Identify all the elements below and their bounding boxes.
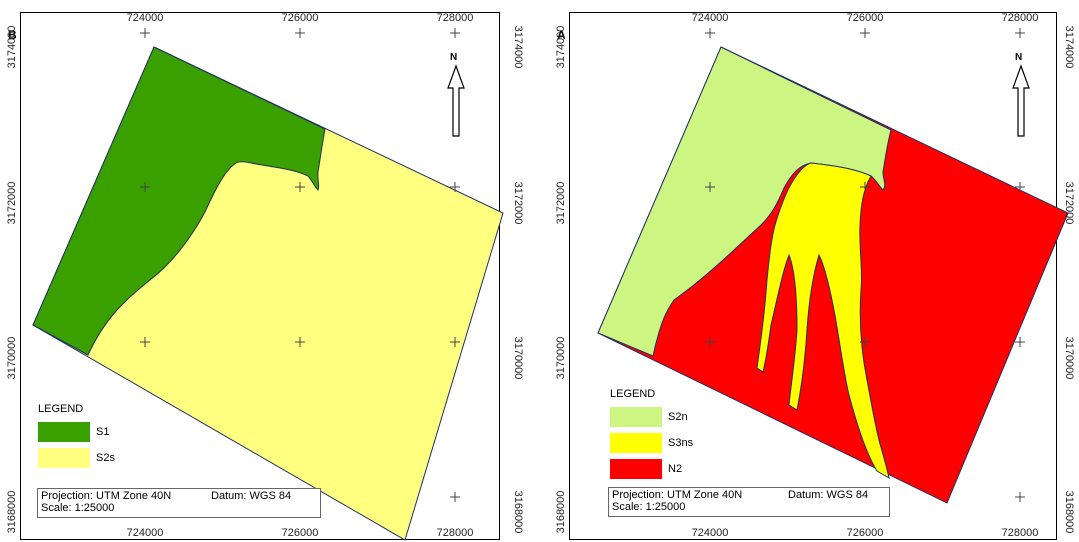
- map-panel-b: B 724000 726000 728000 724000 726000 728…: [0, 0, 530, 542]
- tick-left: 3170000: [555, 336, 567, 380]
- north-label: N: [1015, 52, 1023, 63]
- tick-left: 3172000: [555, 181, 567, 225]
- tick-right: 3174000: [1063, 25, 1075, 69]
- datum-text: Datum: WGS 84: [788, 489, 869, 501]
- legend-item: S2n: [610, 404, 693, 430]
- map-canvas: [32, 28, 504, 541]
- tick-top: 724000: [691, 12, 729, 24]
- datum-text: Datum: WGS 84: [211, 490, 292, 502]
- legend-swatch: [38, 448, 90, 468]
- legend-item: S3ns: [610, 430, 693, 456]
- map-panel-a: A 724000 726000 728000 724000 726000 728…: [549, 0, 1079, 542]
- north-arrow-icon: N: [444, 52, 468, 137]
- tick-left: 3168000: [555, 490, 567, 534]
- legend-swatch: [610, 407, 662, 427]
- map-info-box: Projection: UTM Zone 40N Datum: WGS 84 Sc…: [37, 488, 321, 518]
- zone-s2n: [597, 46, 892, 357]
- tick-left: 3170000: [6, 336, 18, 380]
- zone-s1: [32, 46, 326, 356]
- tick-left: 3172000: [6, 181, 18, 225]
- legend-title: LEGEND: [38, 403, 84, 415]
- tick-top: 726000: [281, 12, 319, 24]
- tick-right: 3168000: [1063, 490, 1075, 534]
- tick-bottom: 724000: [126, 527, 164, 539]
- legend-item: N2: [610, 456, 693, 482]
- legend-swatch: [610, 459, 662, 479]
- scale-text: Scale: 1:25000: [41, 502, 115, 514]
- legend-label: S2n: [668, 411, 688, 423]
- tick-right: 3170000: [1063, 336, 1075, 380]
- legend-title: LEGEND: [610, 388, 656, 400]
- tick-right: 3174000: [512, 25, 524, 69]
- north-arrow-icon: N: [1009, 52, 1033, 137]
- legend: LEGEND S2n S3ns N2: [610, 388, 693, 482]
- legend-item: S2s: [38, 445, 115, 471]
- map-frame: [20, 12, 500, 540]
- north-label: N: [450, 52, 458, 63]
- projection-text: Projection: UTM Zone 40N: [612, 489, 743, 501]
- legend-label: N2: [668, 463, 683, 475]
- tick-right: 3172000: [1063, 181, 1075, 225]
- map-canvas: [597, 28, 1069, 504]
- tick-top: 728000: [1001, 12, 1039, 24]
- tick-right: 3168000: [512, 490, 524, 534]
- tick-bottom: 726000: [281, 527, 319, 539]
- legend-swatch: [38, 422, 90, 442]
- tick-bottom: 728000: [436, 527, 474, 539]
- tick-bottom: 724000: [691, 527, 729, 539]
- legend-label: S2s: [96, 452, 115, 464]
- panel-letter: A: [557, 28, 566, 42]
- scale-text: Scale: 1:25000: [612, 501, 686, 513]
- zone-s3ns: [756, 162, 890, 479]
- tick-top: 726000: [846, 12, 884, 24]
- tick-bottom: 728000: [1001, 527, 1039, 539]
- map-info-box: Projection: UTM Zone 40N Datum: WGS 84 Sc…: [608, 487, 890, 517]
- tick-top: 724000: [126, 12, 164, 24]
- legend: LEGEND S1 S2s: [38, 403, 115, 471]
- projection-text: Projection: UTM Zone 40N: [41, 490, 172, 502]
- grid-crosses: [140, 28, 460, 502]
- legend-swatch: [610, 433, 662, 453]
- map-frame: [569, 12, 1057, 540]
- tick-top: 728000: [436, 12, 474, 24]
- legend-label: S3ns: [668, 437, 694, 449]
- tick-left: 3168000: [6, 490, 18, 534]
- tick-right: 3172000: [512, 181, 524, 225]
- tick-left: 3174000: [6, 25, 18, 69]
- tick-bottom: 726000: [846, 527, 884, 539]
- tick-right: 3170000: [512, 336, 524, 380]
- grid-crosses: [705, 28, 1025, 502]
- panel-letter: B: [8, 28, 17, 42]
- legend-item: S1: [38, 419, 115, 445]
- legend-label: S1: [96, 426, 110, 438]
- tick-left: 3174000: [555, 25, 567, 69]
